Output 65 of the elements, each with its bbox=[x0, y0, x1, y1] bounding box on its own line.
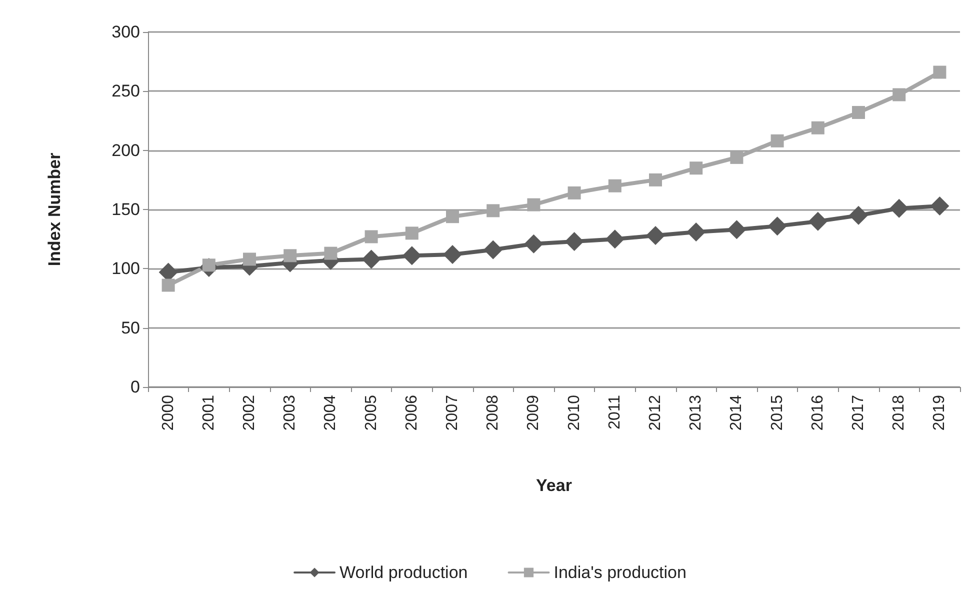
x-tick-label: 2001 bbox=[200, 394, 218, 431]
x-tick-label: 2015 bbox=[768, 394, 786, 431]
x-tick-label: 2003 bbox=[282, 394, 299, 431]
point bbox=[608, 179, 622, 192]
point bbox=[649, 173, 662, 186]
point bbox=[730, 150, 744, 164]
x-axis-title: Year bbox=[536, 476, 572, 495]
point bbox=[849, 206, 868, 225]
x-tick-label: 2000 bbox=[160, 394, 177, 431]
point bbox=[890, 198, 909, 218]
x-tick-label: 2009 bbox=[525, 394, 542, 431]
y-tick-label: 50 bbox=[121, 318, 140, 338]
point bbox=[162, 278, 175, 292]
y-tick-label: 300 bbox=[112, 22, 140, 42]
point bbox=[646, 226, 665, 246]
y-tick-label: 200 bbox=[112, 140, 140, 160]
point bbox=[364, 230, 378, 244]
point bbox=[324, 246, 338, 260]
y-axis-title: Index Number bbox=[45, 152, 64, 266]
x-tick-label: 2005 bbox=[362, 394, 380, 431]
x-tick-label: 2006 bbox=[403, 394, 420, 431]
point bbox=[527, 198, 540, 212]
point bbox=[564, 232, 584, 251]
point bbox=[486, 204, 500, 218]
x-tick-label: 2002 bbox=[241, 394, 258, 431]
point bbox=[892, 88, 906, 102]
x-tick-label: 2011 bbox=[606, 394, 624, 430]
point bbox=[484, 240, 503, 260]
point bbox=[524, 234, 544, 254]
y-tick-label: 100 bbox=[112, 259, 140, 278]
y-tick-label: 150 bbox=[112, 200, 140, 219]
point bbox=[852, 106, 865, 119]
x-tick-label: 2004 bbox=[322, 394, 340, 431]
point bbox=[770, 134, 784, 148]
point bbox=[686, 222, 706, 242]
point bbox=[690, 162, 703, 175]
point bbox=[284, 249, 297, 262]
point bbox=[243, 252, 256, 266]
y-tick-label: 0 bbox=[130, 378, 140, 396]
x-tick-label: 2017 bbox=[850, 394, 867, 431]
x-tick-label: 2014 bbox=[728, 394, 746, 431]
point bbox=[362, 250, 381, 269]
legend-label: World production bbox=[340, 563, 468, 582]
point bbox=[605, 230, 624, 249]
point bbox=[402, 246, 422, 266]
point bbox=[768, 216, 787, 236]
x-tick-label: 2019 bbox=[931, 394, 948, 431]
x-tick-label: 2012 bbox=[647, 394, 664, 431]
point bbox=[727, 220, 746, 240]
x-tick-label: 2013 bbox=[688, 394, 705, 431]
point bbox=[446, 210, 459, 224]
point bbox=[405, 226, 418, 240]
point bbox=[568, 186, 581, 200]
x-tick-label: 2010 bbox=[566, 394, 583, 431]
x-tick-label: 2007 bbox=[444, 394, 461, 431]
point bbox=[930, 196, 950, 216]
point bbox=[933, 66, 946, 79]
y-tick-label: 250 bbox=[112, 82, 140, 101]
x-tick-label: 2016 bbox=[809, 394, 826, 431]
x-tick-label: 2008 bbox=[484, 394, 502, 431]
point bbox=[808, 212, 828, 231]
x-tick-label: 2018 bbox=[890, 394, 908, 431]
point bbox=[811, 121, 824, 134]
point bbox=[443, 244, 462, 264]
legend-label: India's production bbox=[554, 563, 686, 582]
